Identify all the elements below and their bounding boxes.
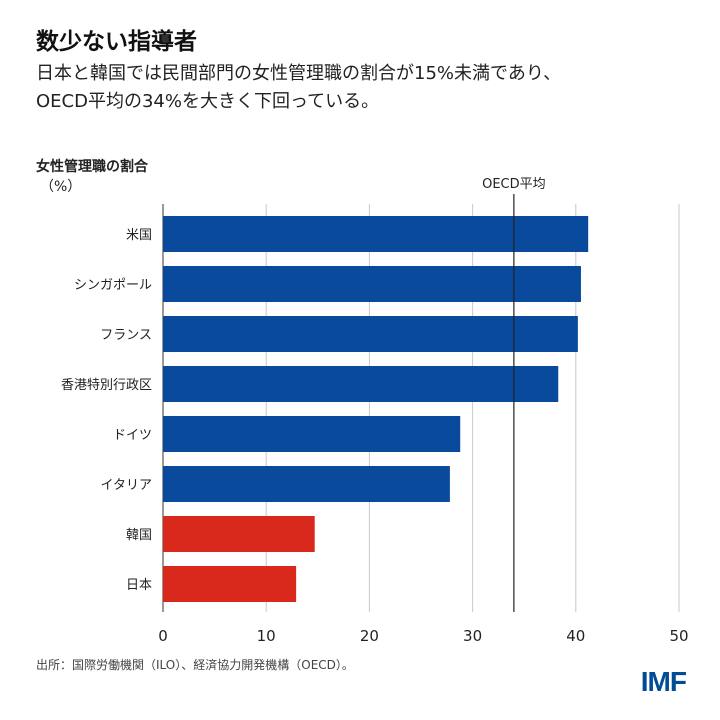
bar-7: [163, 516, 315, 552]
subtitle-line-1: 日本と韓国では民間部門の女性管理職の割合が15%未満であり、: [36, 63, 562, 84]
bar-8: [163, 566, 297, 602]
imf-logo: IMF: [640, 666, 687, 697]
category-label: 日本: [126, 578, 152, 593]
source-note: 出所：国際労働機関（ILO）、経済協力開発機構（OECD）。: [36, 658, 354, 672]
chart-title: 数少ない指導者: [36, 29, 197, 55]
x-tick-label: 50: [669, 627, 688, 645]
bar-3: [163, 316, 578, 352]
category-label: シンガポール: [74, 278, 152, 293]
x-tick-label: 30: [463, 627, 482, 645]
category-label: イタリア: [101, 478, 152, 493]
bar-6: [163, 466, 450, 502]
category-label: フランス: [100, 328, 152, 343]
axis-unit: （%）: [40, 179, 82, 195]
subtitle-line-2: OECD平均の34%を大きく下回っている。: [36, 91, 380, 112]
category-label: 韓国: [126, 528, 152, 543]
bar-5: [163, 416, 461, 452]
x-tick-label: 10: [257, 627, 276, 645]
bar-1: [163, 216, 589, 252]
x-tick-label: 0: [158, 627, 168, 645]
chart-subtitle: 日本と韓国では民間部門の女性管理職の割合が15%未満であり、 OECD平均の34…: [36, 60, 696, 116]
category-label: 米国: [126, 228, 152, 243]
oecd-average-label: OECD平均: [482, 177, 546, 192]
axis-label: 女性管理職の割合: [36, 159, 148, 175]
x-tick-label: 20: [360, 627, 379, 645]
category-label: 香港特別行政区: [61, 378, 152, 393]
x-tick-label: 40: [566, 627, 585, 645]
bar-2: [163, 266, 581, 302]
bar-4: [163, 366, 559, 402]
category-label: ドイツ: [113, 428, 152, 443]
